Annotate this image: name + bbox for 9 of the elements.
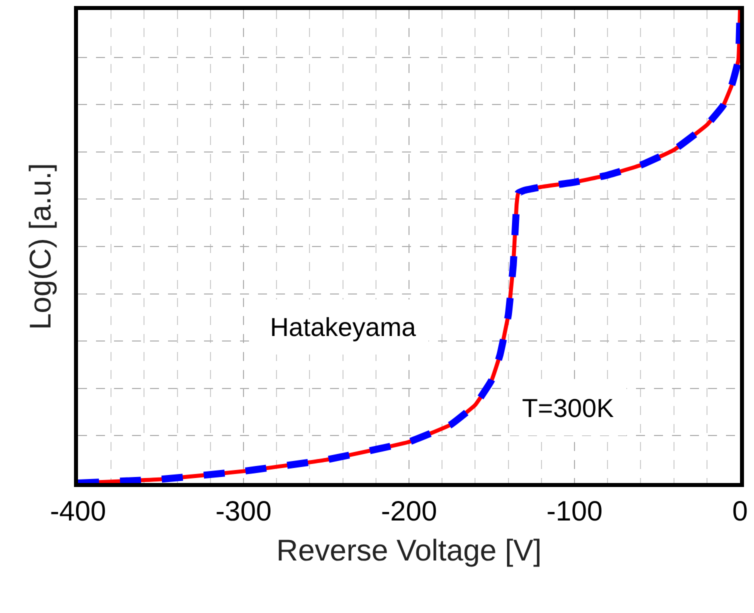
annotation: Hatakeyama	[270, 312, 416, 342]
x-tick-label: 0	[732, 496, 748, 527]
x-tick-label: -100	[546, 496, 603, 527]
x-tick-label: -200	[380, 496, 438, 527]
y-axis-title: Log(C) [a.u.]	[24, 163, 58, 330]
x-tick-label: -400	[50, 496, 106, 527]
x-tick-label: -300	[215, 496, 272, 527]
annotation: T=300K	[522, 393, 614, 423]
x-axis-title: Reverse Voltage [V]	[276, 534, 542, 568]
